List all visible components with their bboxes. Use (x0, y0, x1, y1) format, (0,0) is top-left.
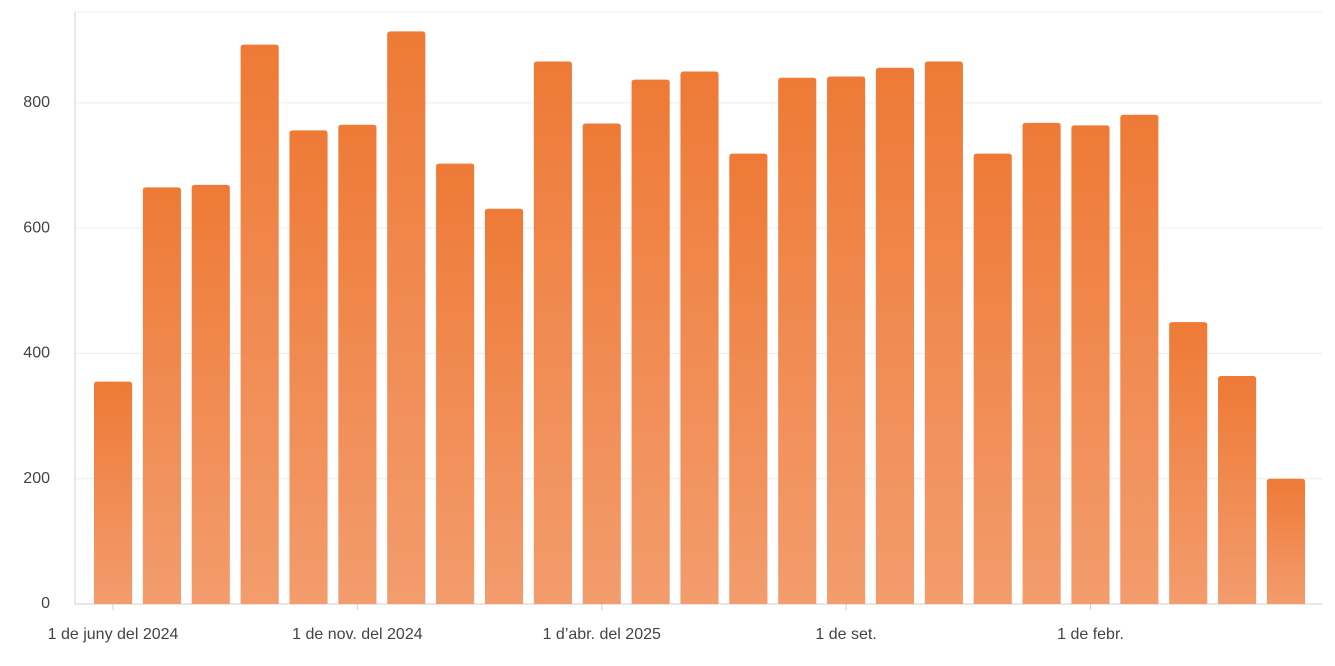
bar (289, 130, 328, 604)
y-tick-label: 0 (41, 595, 50, 612)
bar (1022, 122, 1061, 604)
x-tick-label: 1 de nov. del 2024 (292, 626, 423, 643)
bar (142, 187, 181, 604)
bar (240, 44, 279, 604)
x-tick-label: 1 d’abr. del 2025 (543, 626, 661, 643)
bar (436, 163, 475, 604)
bar (582, 123, 621, 604)
bar (1071, 125, 1110, 604)
bar (533, 61, 572, 605)
bar (484, 208, 524, 604)
x-tick-label: 1 de febr. (1057, 626, 1124, 643)
bar (875, 67, 915, 604)
bar (1266, 478, 1306, 604)
bar (1218, 375, 1257, 604)
y-tick-label: 400 (23, 345, 50, 362)
bar (387, 31, 426, 604)
bar (924, 61, 963, 605)
bar (680, 71, 719, 604)
bar (827, 76, 866, 605)
bar (338, 124, 377, 604)
bar (778, 77, 817, 605)
bar (729, 153, 768, 604)
y-tick-label: 800 (23, 94, 50, 111)
bar (1120, 114, 1159, 605)
bar (631, 79, 670, 604)
x-tick-label: 1 de juny del 2024 (48, 626, 179, 643)
bar (1169, 322, 1208, 604)
bar (93, 381, 133, 604)
x-tick-label: 1 de set. (815, 626, 876, 643)
bar (191, 184, 230, 604)
y-tick-label: 200 (23, 470, 50, 487)
bar (973, 153, 1012, 604)
y-tick-label: 600 (23, 219, 50, 236)
